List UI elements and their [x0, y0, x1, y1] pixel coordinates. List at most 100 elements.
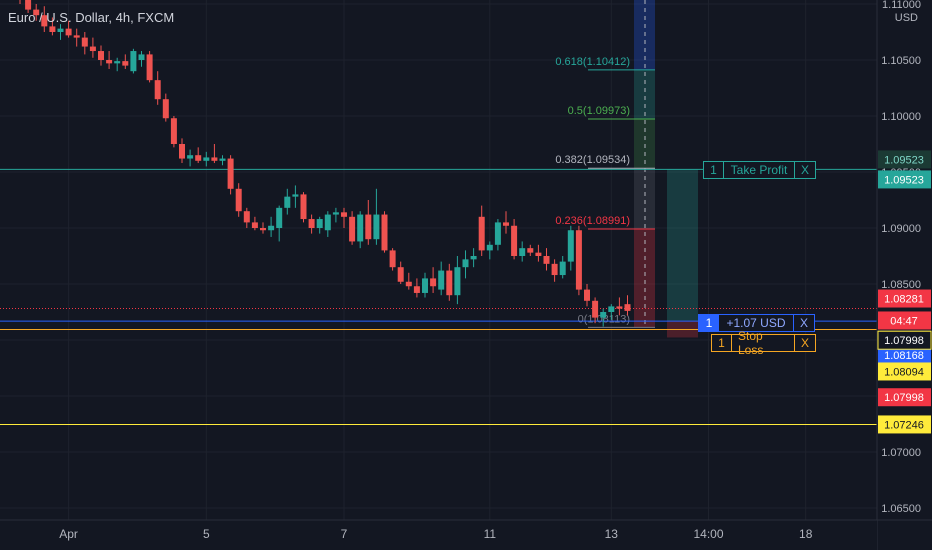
- price-axis-badge: [878, 150, 931, 169]
- candle-body: [316, 219, 323, 228]
- candle-body: [503, 222, 509, 226]
- candle-body: [114, 61, 121, 64]
- candle-body: [41, 15, 48, 27]
- candle-body: [365, 214, 372, 240]
- candle-body: [551, 263, 558, 276]
- price-axis-badge-text: 1.07998: [884, 335, 924, 347]
- candle-body: [511, 225, 518, 256]
- candle-body: [478, 216, 485, 251]
- position-pnl[interactable]: +1.07 USD: [719, 315, 794, 331]
- candle-body: [600, 312, 607, 318]
- fib-level-label: 0.382(1.09534): [555, 154, 630, 166]
- price-axis-badge-text: 1.09523: [884, 174, 924, 186]
- x-tick-label: Apr: [59, 527, 78, 541]
- price-axis: [877, 0, 932, 550]
- candle-body: [268, 225, 275, 231]
- y-tick-label: 1.06500: [881, 503, 921, 515]
- position-label[interactable]: 1 +1.07 USD X: [698, 314, 815, 332]
- candle-body: [130, 51, 137, 72]
- price-axis-badge-text: 1.07246: [884, 419, 924, 431]
- candle-body: [219, 158, 226, 161]
- y-tick-label: 1.10000: [881, 111, 921, 123]
- time-axis: [0, 520, 877, 550]
- candle-body: [592, 300, 599, 318]
- x-tick-label: 14:00: [693, 527, 723, 541]
- candle-body: [235, 188, 242, 212]
- candle-body: [559, 261, 566, 276]
- candle-body: [138, 54, 145, 60]
- symbol-title[interactable]: Euro / U.S. Dollar, 4h, FXCM: [8, 10, 175, 25]
- stop-loss-label[interactable]: 1 Stop Loss X: [711, 329, 816, 357]
- price-axis-badge-text: 1.07998: [884, 392, 924, 404]
- candle-body: [470, 256, 477, 260]
- take-profit-text[interactable]: Take Profit: [724, 162, 795, 178]
- fib-band-0382: [634, 168, 655, 230]
- fib-level-label: 0.5(1.09973): [568, 105, 630, 117]
- x-tick-label: 11: [484, 527, 497, 541]
- candle-body: [389, 250, 396, 268]
- candle-body: [162, 99, 169, 119]
- candle-body: [33, 9, 40, 16]
- price-axis-badge: [878, 289, 931, 308]
- candle-body: [179, 144, 185, 159]
- y-tick-label: 1.11000: [882, 0, 921, 11]
- price-axis-badge-text: 1.08094: [884, 366, 924, 378]
- candle-body: [227, 158, 234, 189]
- stop-loss-text[interactable]: Stop Loss: [732, 329, 795, 357]
- candle-body: [146, 54, 153, 81]
- candle-body: [332, 212, 339, 215]
- price-axis-badge: [877, 330, 932, 350]
- candle-body: [462, 259, 469, 268]
- stop-loss-qty: 1: [712, 335, 732, 351]
- fib-level-label: 0.236(1.08991): [555, 215, 630, 227]
- x-tick-label: 18: [799, 527, 813, 541]
- price-axis-badge: [878, 362, 931, 381]
- price-axis-badge: [878, 346, 931, 365]
- price-axis-badge-text: 1.09523: [884, 154, 924, 166]
- candle-body: [454, 267, 461, 296]
- y-tick-label: 1.10500: [881, 55, 921, 67]
- candle-body: [349, 216, 356, 242]
- y-tick-label: 1.08500: [881, 279, 921, 291]
- candle-body: [422, 278, 428, 293]
- candle-body: [203, 157, 210, 161]
- x-tick-label: 7: [341, 527, 348, 541]
- candle-body: [81, 37, 88, 47]
- candle-body: [341, 212, 347, 217]
- fib-band-0618: [634, 69, 655, 120]
- candle-body: [624, 304, 631, 311]
- x-tick-label: 13: [605, 527, 619, 541]
- candle-body: [89, 46, 96, 52]
- candle-body: [187, 155, 194, 159]
- price-axis-badge: [878, 388, 931, 407]
- price-axis-badge: [878, 170, 931, 189]
- candle-body: [122, 61, 129, 66]
- candle-body: [584, 289, 590, 301]
- candle-body: [486, 244, 493, 251]
- price-axis-badge-text: 1.08168: [884, 350, 924, 362]
- candle-body: [300, 194, 307, 220]
- candle-body: [98, 51, 104, 60]
- candle-body: [276, 207, 283, 228]
- take-profit-close-icon[interactable]: X: [800, 163, 809, 177]
- candle-body: [73, 35, 80, 38]
- candle-body: [616, 306, 623, 309]
- candle-body: [57, 28, 64, 32]
- candle-body: [211, 157, 218, 161]
- fib-level-label: 0(1.08113): [578, 313, 630, 325]
- candle-body: [381, 214, 388, 251]
- take-profit-qty: 1: [704, 162, 724, 178]
- take-profit-label[interactable]: 1 Take Profit X: [703, 161, 816, 179]
- candle-body: [308, 219, 315, 228]
- stop-loss-close-icon[interactable]: X: [800, 336, 809, 350]
- candle-body: [251, 222, 258, 228]
- position-close-icon[interactable]: X: [799, 316, 808, 330]
- candle-body: [519, 248, 526, 256]
- candle-body: [106, 60, 113, 64]
- fib-band-05: [634, 119, 655, 169]
- candle-body: [195, 155, 202, 161]
- candle-body: [49, 26, 56, 32]
- candle-body: [243, 211, 250, 223]
